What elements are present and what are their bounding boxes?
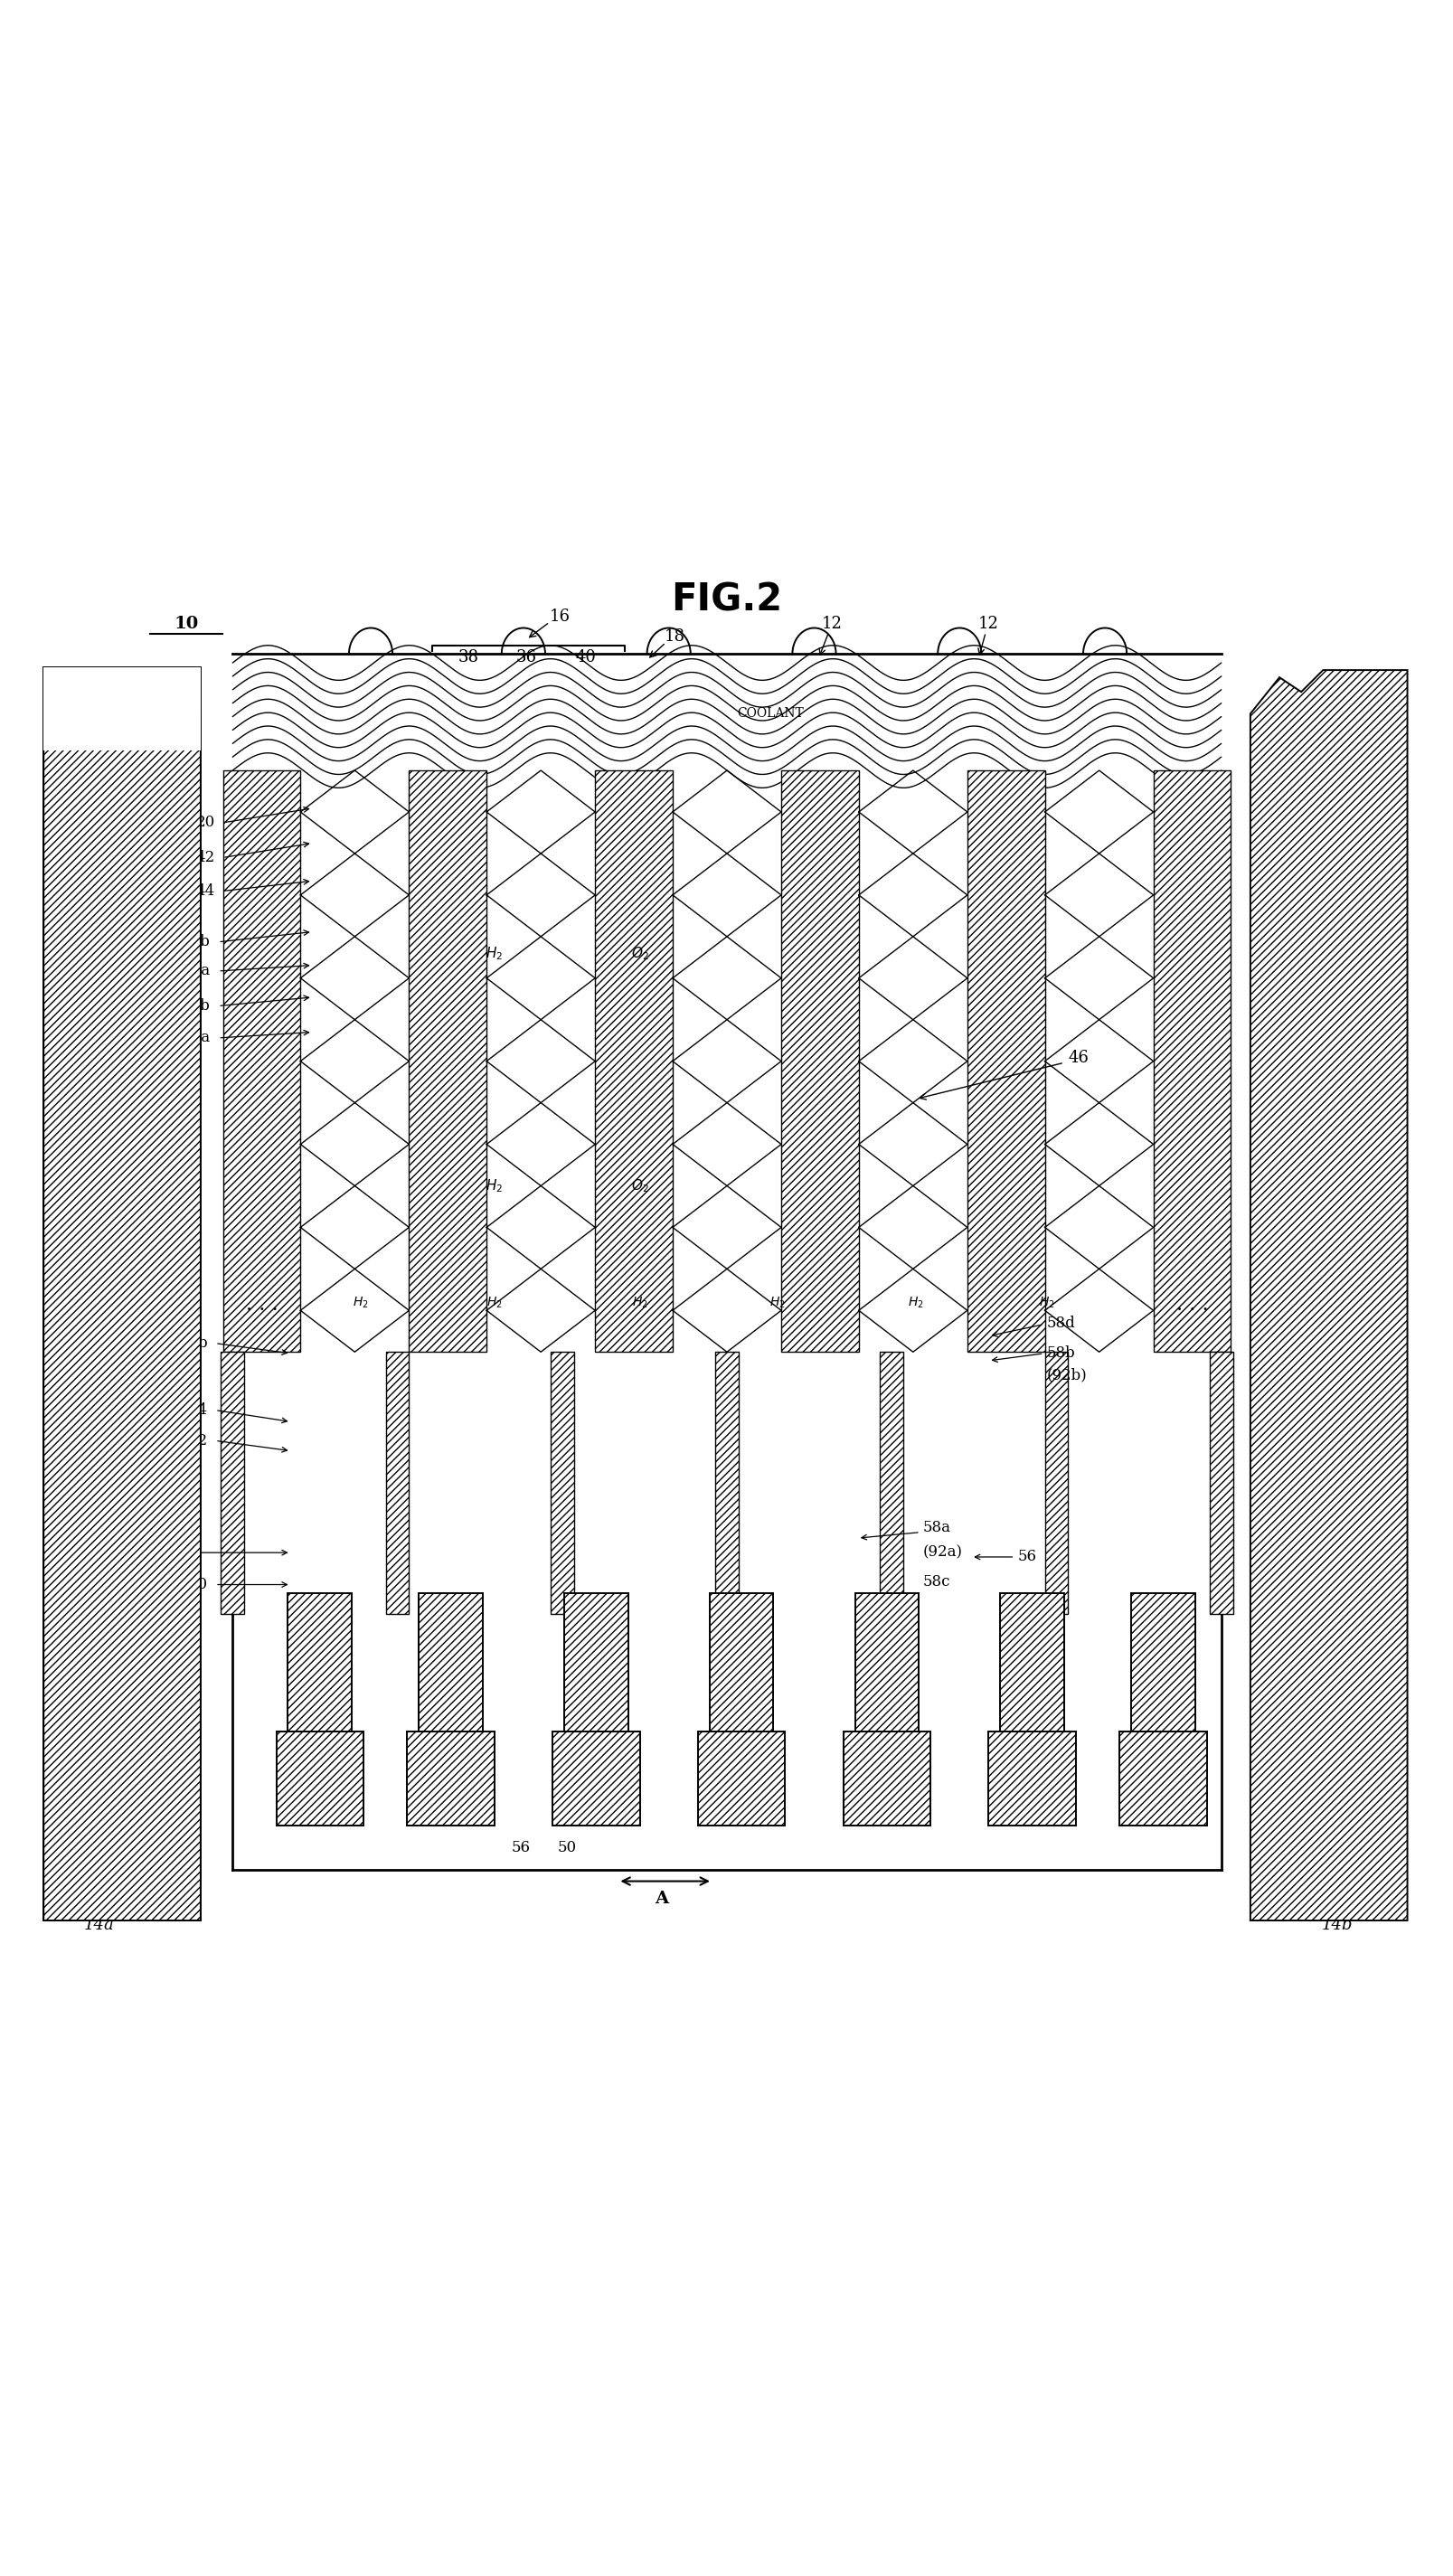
Text: $H_2$: $H_2$ [632, 1296, 647, 1311]
Text: 18b: 18b [182, 935, 211, 951]
Text: 58b: 58b [179, 1334, 208, 1350]
Text: 56: 56 [1017, 1548, 1036, 1564]
Text: $O_2$: $O_2$ [631, 945, 648, 961]
Bar [407, 1731, 494, 1826]
Text: 20b: 20b [182, 999, 211, 1012]
Text: 50: 50 [556, 1839, 577, 1855]
Text: 52: 52 [189, 1432, 208, 1448]
Bar [552, 1731, 639, 1826]
Text: COOLANT: COOLANT [737, 708, 804, 721]
Text: 20a: 20a [183, 1030, 211, 1046]
Text: 18: 18 [664, 629, 684, 644]
Bar [222, 770, 301, 1352]
Text: 12: 12 [821, 616, 841, 631]
Bar [288, 1595, 352, 1731]
Bar [44, 667, 201, 750]
Bar [551, 1352, 574, 1613]
Text: 50: 50 [189, 1577, 208, 1592]
Bar [564, 1595, 628, 1731]
Text: 56: 56 [510, 1839, 530, 1855]
Text: 18a: 18a [183, 963, 211, 979]
Bar [221, 1352, 244, 1613]
Bar [276, 1731, 363, 1826]
Text: 58a: 58a [144, 1546, 171, 1561]
Text: 16: 16 [549, 608, 570, 623]
Text: 36: 36 [516, 649, 536, 665]
Polygon shape [1250, 670, 1407, 1922]
Text: 58c: 58c [923, 1574, 950, 1589]
Bar [1119, 1731, 1206, 1826]
Bar [709, 1595, 773, 1731]
Text: $H_2$: $H_2$ [1039, 1296, 1053, 1311]
Bar [1209, 1352, 1232, 1613]
Bar [879, 1352, 902, 1613]
Bar [594, 770, 673, 1352]
Text: 20: 20 [196, 814, 215, 829]
Bar [854, 1595, 918, 1731]
Bar [966, 770, 1045, 1352]
Text: 40: 40 [575, 649, 596, 665]
Bar [988, 1731, 1075, 1826]
Bar [418, 1595, 482, 1731]
Bar [1130, 1595, 1194, 1731]
Text: · · ·: · · · [1175, 1301, 1207, 1319]
Text: (92a): (92a) [923, 1546, 962, 1561]
Bar [44, 667, 201, 1922]
Text: $H_2$: $H_2$ [908, 1296, 923, 1311]
Text: $H_2$: $H_2$ [485, 945, 503, 961]
Text: · · ·: · · · [246, 1301, 278, 1319]
Text: $H_2$: $H_2$ [353, 1296, 368, 1311]
Text: 14b: 14b [1321, 1917, 1353, 1932]
Bar [1152, 770, 1231, 1352]
Text: 38: 38 [458, 649, 478, 665]
Text: 58a: 58a [923, 1520, 950, 1535]
Text: 10: 10 [174, 616, 198, 631]
Bar [1000, 1595, 1064, 1731]
Bar [843, 1731, 930, 1826]
Text: 14a: 14a [84, 1917, 113, 1932]
Text: $H_2$: $H_2$ [485, 1177, 503, 1195]
Text: $H_2$: $H_2$ [487, 1296, 501, 1311]
Bar [780, 770, 859, 1352]
Bar [385, 1352, 408, 1613]
Text: 54: 54 [189, 1401, 208, 1417]
Text: 12: 12 [978, 616, 998, 631]
Text: A: A [654, 1891, 668, 1906]
Text: 58d: 58d [1046, 1316, 1075, 1332]
Bar [408, 770, 487, 1352]
Text: $O_2$: $O_2$ [631, 1177, 648, 1195]
Text: 58b: 58b [1046, 1345, 1075, 1360]
Text: 42: 42 [196, 850, 215, 866]
Text: FIG.2: FIG.2 [671, 582, 782, 618]
Polygon shape [44, 670, 201, 1922]
Bar [1045, 1352, 1068, 1613]
Bar [697, 1731, 785, 1826]
Bar [715, 1352, 738, 1613]
Text: 44: 44 [196, 884, 215, 899]
Text: $H_2$: $H_2$ [770, 1296, 785, 1311]
Text: 46: 46 [1068, 1051, 1088, 1066]
Text: (92b): (92b) [1046, 1368, 1087, 1383]
